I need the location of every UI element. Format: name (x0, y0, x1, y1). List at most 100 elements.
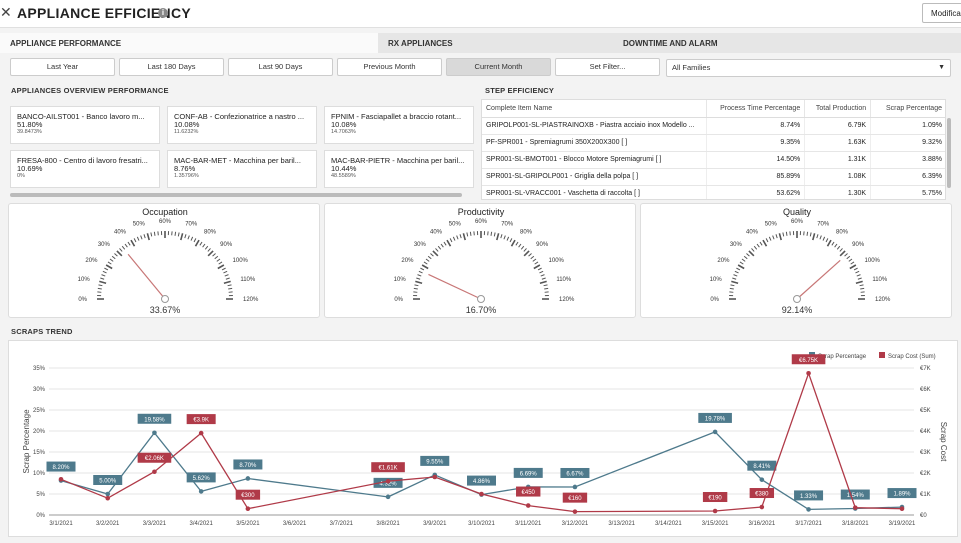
table-row[interactable]: GRIPOLP001-SL-PIASTRAINOXB - Piastra acc… (482, 117, 946, 134)
gauge-tick (738, 265, 744, 269)
series-point[interactable] (246, 506, 251, 511)
appliance-card[interactable]: BANCO-AILST001 - Banco lavoro m...51.80%… (10, 106, 160, 144)
gauge-tick (857, 275, 861, 276)
series-point[interactable] (479, 492, 484, 497)
y-tick-label: 35% (33, 366, 46, 372)
series-point[interactable] (152, 430, 157, 435)
filter-current-month-button[interactable]: Current Month (446, 58, 551, 76)
tab-appliance-performance[interactable]: APPLIANCE PERFORMANCE (0, 33, 378, 53)
gauge-tick (181, 233, 183, 240)
table-row[interactable]: SPR001-SL-BMOT001 - Blocco Motore Spremi… (482, 151, 946, 168)
x-tick-label: 3/13/2021 (608, 521, 635, 527)
series-point[interactable] (432, 475, 437, 480)
set-filter-button[interactable]: Set Filter... (555, 58, 660, 76)
tab-downtime-and-alarm[interactable]: DOWNTIME AND ALARM (613, 33, 961, 53)
gauge-needle (128, 254, 165, 299)
gauge-tick (538, 268, 542, 270)
series-point[interactable] (760, 505, 765, 510)
gauge-tick-label: 40% (114, 229, 127, 235)
appliance-card[interactable]: FRESA-800 - Centro di lavoro fresatri...… (10, 150, 160, 188)
series-point[interactable] (526, 503, 531, 508)
x-tick-label: 3/7/2021 (330, 521, 354, 527)
data-label: 19.78% (705, 416, 726, 422)
appliance-card-subvalue: 14.7063% (331, 129, 467, 135)
filter-last-90-days-button[interactable]: Last 90 Days (228, 58, 333, 76)
data-label: €2.06K (145, 456, 164, 462)
appliance-card[interactable]: MAC-BAR-PIETR - Macchina per baril...10.… (324, 150, 474, 188)
series-point[interactable] (806, 371, 811, 376)
families-select[interactable]: All Families ▼ (666, 59, 951, 77)
column-header-process-time[interactable]: Process Time Percentage (707, 100, 805, 117)
gauge-tick (100, 278, 104, 279)
info-icon[interactable]: i (158, 8, 168, 18)
modify-button[interactable]: Modifica (922, 3, 961, 23)
legend-label[interactable]: Scrap Cost (Sum) (888, 354, 936, 360)
x-tick-label: 3/1/2021 (49, 521, 73, 527)
close-icon[interactable]: ✕ (0, 4, 12, 21)
series-point[interactable] (59, 477, 64, 482)
filter-last-180-days-button[interactable]: Last 180 Days (119, 58, 224, 76)
series-point[interactable] (199, 431, 204, 436)
column-header-scrap-percentage[interactable]: Scrap Percentage (871, 100, 946, 117)
gauge-tick (828, 240, 832, 246)
tab-rx-appliances[interactable]: RX APPLIANCES (378, 33, 613, 53)
gauge-tick (435, 248, 438, 251)
series-point[interactable] (713, 509, 718, 514)
appliance-card[interactable]: CONF-AB - Confezionatrice a nastro ...10… (167, 106, 317, 144)
table-row[interactable]: SPR001-SL-VRACC001 - Vaschetta di raccol… (482, 185, 946, 200)
gauge-tick (504, 236, 505, 240)
x-tick-label: 3/10/2021 (468, 521, 495, 527)
data-label: 1.33% (800, 494, 818, 500)
data-label: 4.86% (473, 479, 491, 485)
series-point[interactable] (152, 469, 157, 474)
gauge-tick (850, 265, 856, 269)
filter-last-year-button[interactable]: Last Year (10, 58, 115, 76)
series-point[interactable] (105, 492, 110, 497)
horizontal-scrollbar[interactable] (10, 193, 462, 197)
gauge-title: Productivity (458, 207, 505, 217)
x-tick-label: 3/16/2021 (748, 521, 775, 527)
series-point[interactable] (760, 477, 765, 482)
series-point[interactable] (900, 506, 905, 511)
gauge-tick-label: 110% (872, 277, 888, 283)
gauge-tick (516, 242, 518, 245)
column-header-item-name[interactable]: Complete Item Name (482, 100, 707, 117)
series-point[interactable] (573, 485, 578, 490)
gauge-tick-label: 110% (240, 277, 256, 283)
cell-item-name: PF-SPR001 - Spremiagrumi 350X200X300 [ ] (482, 134, 707, 151)
gauge-tick (460, 234, 461, 238)
appliance-card-subvalue: 1.3579​6% (174, 173, 310, 179)
gauge-tick-label: 70% (185, 222, 198, 228)
data-label: 6.67% (566, 471, 584, 477)
y-tick-label: 25% (33, 408, 46, 414)
data-label: €6.75K (799, 358, 818, 364)
gauge-needle (797, 260, 840, 299)
gauge-tick-label: 0% (394, 297, 403, 303)
filter-previous-month-button[interactable]: Previous Month (337, 58, 442, 76)
appliance-card[interactable]: MAC-BAR-MET - Macchina per baril...8.76%… (167, 150, 317, 188)
series-point[interactable] (386, 495, 391, 500)
series-point[interactable] (713, 430, 718, 435)
gauge-title: Quality (783, 207, 812, 217)
vertical-scrollbar[interactable] (947, 118, 951, 188)
series-point[interactable] (246, 476, 251, 481)
cell-total-production: 6.79K (805, 117, 871, 134)
column-header-total-production[interactable]: Total Production (805, 100, 871, 117)
table-row[interactable]: SPR001-SL-GRIPOLP001 - Griglia della pol… (482, 168, 946, 185)
table-row[interactable]: PF-SPR001 - Spremiagrumi 350X200X300 [ ]… (482, 134, 946, 151)
gauge-tick-label: 100% (549, 258, 565, 264)
series-point[interactable] (853, 505, 858, 510)
series-point[interactable] (573, 509, 578, 514)
gauge-tick (98, 288, 102, 289)
data-label: 8.41% (753, 464, 771, 470)
gauge-tick-label: 20% (717, 258, 730, 264)
gauge-tick (208, 251, 213, 256)
appliance-card[interactable]: FPNIM - Fasciapallet a braccio rotant...… (324, 106, 474, 144)
x-tick-label: 3/2/2021 (96, 521, 120, 527)
series-point[interactable] (105, 496, 110, 501)
series-point[interactable] (386, 479, 391, 484)
series-point[interactable] (806, 507, 811, 512)
gauge-tick (813, 233, 815, 240)
series-point[interactable] (199, 489, 204, 494)
data-label: €450 (522, 490, 536, 496)
